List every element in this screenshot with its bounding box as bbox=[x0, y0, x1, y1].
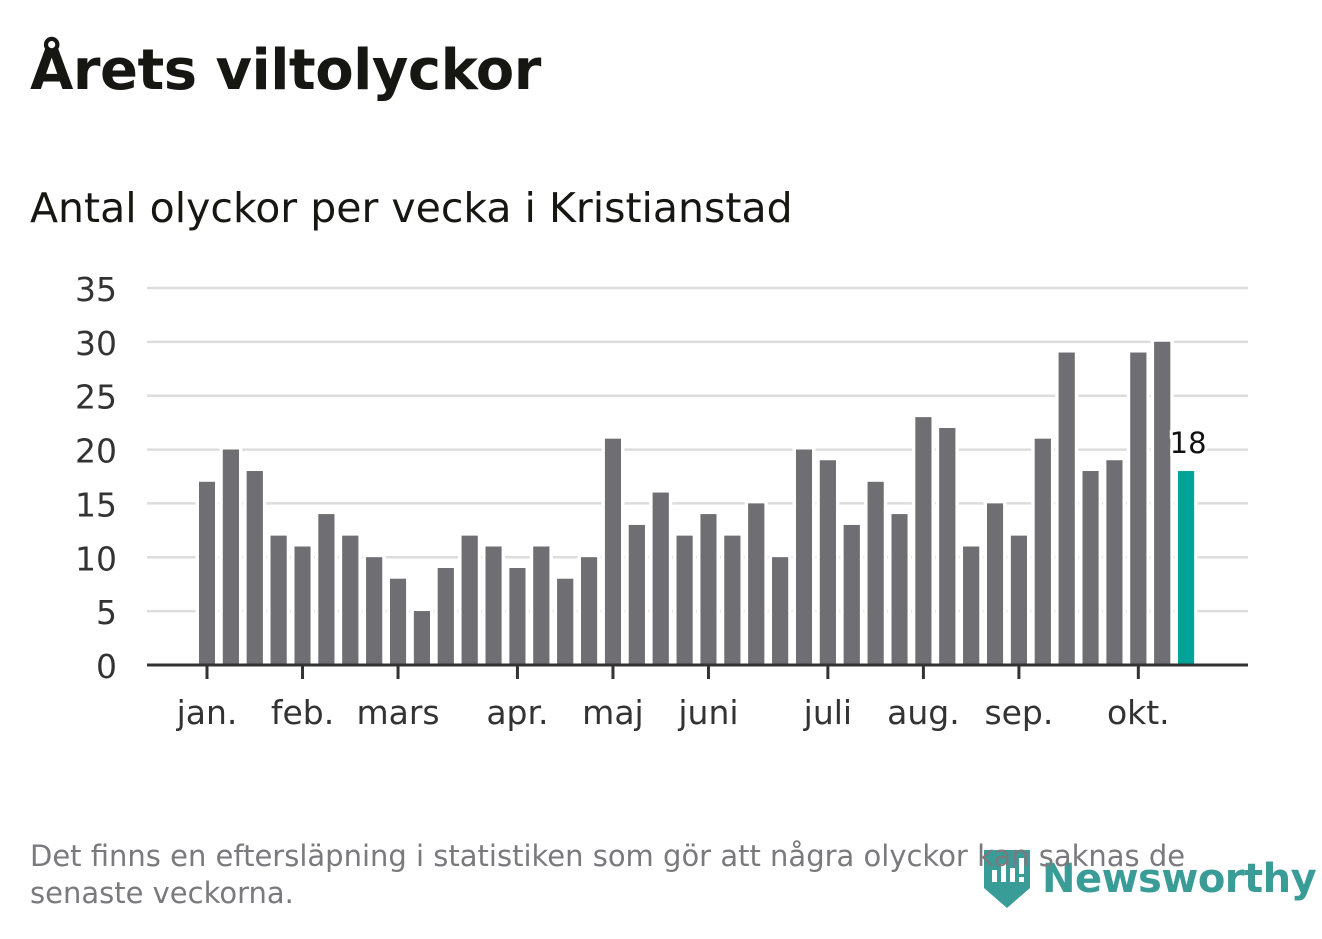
y-tick-label: 5 bbox=[96, 593, 117, 632]
bar-fill bbox=[748, 503, 765, 665]
x-tick-label: feb. bbox=[271, 693, 334, 732]
bar-fill bbox=[963, 546, 980, 665]
bar-fill bbox=[199, 481, 215, 665]
bar-fill bbox=[509, 568, 526, 665]
bar-fill bbox=[987, 503, 1004, 665]
y-tick-label: 20 bbox=[75, 432, 117, 471]
bar-fill bbox=[342, 535, 359, 665]
bar-fill bbox=[246, 471, 263, 665]
x-tick-label: jan. bbox=[176, 693, 238, 732]
bar-fill bbox=[843, 524, 860, 665]
bar-fill bbox=[1034, 438, 1051, 665]
x-tick-label: aug. bbox=[887, 693, 960, 732]
bar-fill bbox=[915, 417, 932, 665]
x-tick-label: mars bbox=[356, 693, 439, 732]
bar-fill bbox=[461, 535, 478, 665]
x-tick-label: okt. bbox=[1107, 693, 1170, 732]
x-tick-label: juli bbox=[803, 693, 852, 732]
bar-fill bbox=[437, 568, 454, 665]
bar-fill bbox=[581, 557, 598, 665]
bar-fill bbox=[1010, 535, 1027, 665]
bar-fill bbox=[318, 514, 335, 665]
bar-fill bbox=[939, 428, 956, 665]
bar-fill bbox=[1082, 471, 1099, 665]
bar-fill bbox=[772, 557, 789, 665]
bar-fill bbox=[557, 578, 574, 665]
data-label: 18 bbox=[1170, 426, 1207, 460]
bar-fill bbox=[1106, 460, 1123, 665]
bar-fill bbox=[413, 611, 430, 665]
y-tick-label: 30 bbox=[75, 324, 117, 363]
bar-fill bbox=[867, 481, 884, 665]
y-tick-label: 15 bbox=[75, 485, 117, 524]
bar-fill bbox=[1058, 352, 1075, 665]
footnote: Det finns en eftersläpning i statistiken… bbox=[30, 839, 1186, 910]
chart-title: Årets viltolyckor bbox=[30, 38, 541, 103]
bar-fill bbox=[222, 449, 239, 665]
bar-fill bbox=[796, 449, 812, 665]
y-tick-label: 35 bbox=[75, 270, 117, 309]
x-tick-label: sep. bbox=[984, 693, 1053, 732]
x-tick-label: apr. bbox=[486, 693, 548, 732]
newsworthy-logo: Newsworthy bbox=[982, 848, 1317, 910]
bar-fill bbox=[819, 460, 836, 665]
x-tick-label: maj bbox=[582, 693, 644, 732]
x-tick-label: juni bbox=[677, 693, 738, 732]
bar-fill bbox=[270, 535, 287, 665]
bar-fill bbox=[604, 438, 621, 665]
bar-fill bbox=[294, 546, 311, 665]
bar-fill bbox=[652, 492, 669, 665]
bar-fill bbox=[533, 546, 550, 665]
bar-fill bbox=[485, 546, 502, 665]
newsworthy-logo-icon bbox=[984, 850, 1030, 908]
bar-fill bbox=[891, 514, 908, 665]
bar-fill bbox=[1154, 341, 1171, 665]
logo-text: Newsworthy bbox=[1042, 856, 1317, 902]
bar-fill bbox=[1130, 352, 1147, 665]
y-tick-label: 25 bbox=[75, 378, 117, 417]
y-tick-label: 0 bbox=[96, 647, 117, 686]
bar-fill bbox=[366, 557, 383, 665]
bar-fill bbox=[390, 578, 407, 665]
chart-subtitle: Antal olyckor per vecka i Kristianstad bbox=[30, 184, 793, 232]
bar-fill bbox=[676, 535, 693, 665]
bar-fill bbox=[700, 514, 717, 665]
bar-fill bbox=[628, 524, 645, 665]
bar-fill bbox=[724, 535, 741, 665]
y-tick-label: 10 bbox=[75, 539, 117, 578]
bar-fill bbox=[1178, 471, 1195, 665]
